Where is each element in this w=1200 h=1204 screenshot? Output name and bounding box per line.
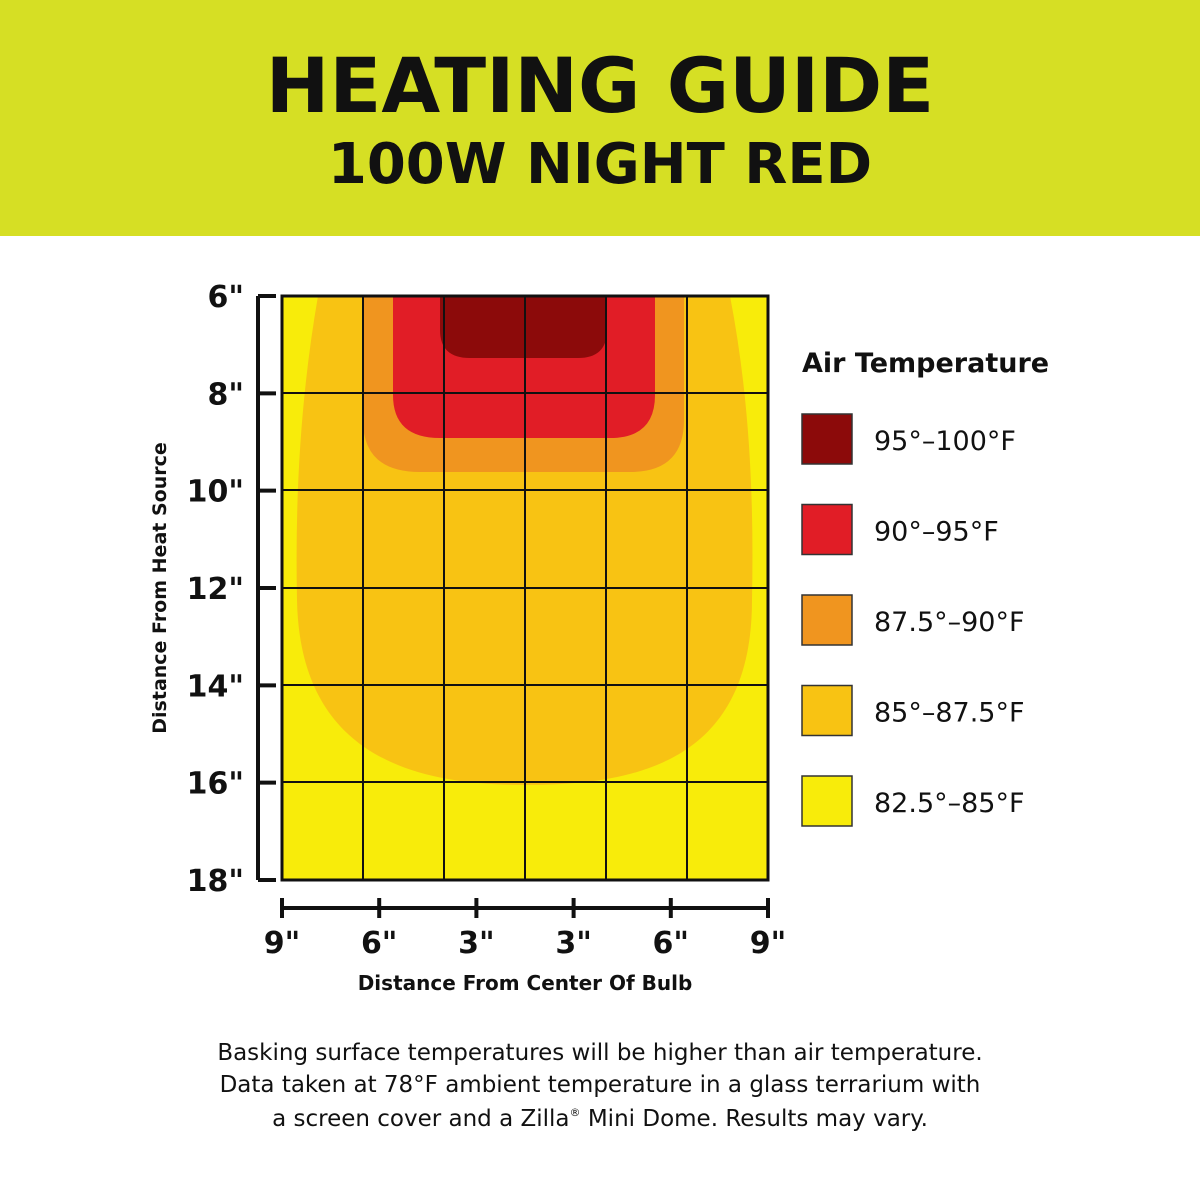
registered-mark: ® [570, 1106, 581, 1119]
y-tick-label: 6" [207, 280, 244, 315]
x-tick-label: 3" [458, 926, 495, 961]
y-tick-label: 10" [187, 475, 244, 510]
title: HEATING GUIDE [266, 41, 934, 130]
legend-swatch [801, 503, 853, 556]
footnote-text: Mini Dome. Results may vary. [581, 1106, 928, 1132]
x-tick-label: 9" [264, 926, 301, 961]
x-tick-label: 3" [555, 926, 592, 961]
legend-swatch [801, 684, 853, 737]
x-ticks: 9" 6" 3" 3" 6" 9" [264, 898, 787, 961]
footnote-text: a screen cover and a Zilla [272, 1106, 569, 1132]
y-axis-label: Distance From Heat Source [149, 442, 171, 733]
heat-map [280, 294, 770, 882]
grid [282, 296, 768, 880]
legend-label: 82.5°–85°F [874, 788, 1025, 819]
x-tick-label: 6" [653, 926, 690, 961]
x-axis-label: Distance From Center Of Bulb [358, 971, 693, 995]
legend-swatch [801, 775, 853, 827]
y-tick-label: 18" [187, 864, 244, 899]
legend: 95°–100°F 90°–95°F 87.5°–90°F 85°–87.5°F 82.… [801, 413, 1025, 827]
y-tick-label: 14" [187, 669, 244, 704]
legend-label: 95°–100°F [874, 426, 1016, 457]
legend-label: 85°–87.5°F [874, 698, 1025, 729]
y-tick-label: 8" [207, 377, 244, 412]
y-ticks: 6" 8" 10" 12" 14" 16" 18" [187, 280, 276, 899]
zone-95-100 [440, 296, 607, 358]
header-band [0, 0, 1200, 236]
x-tick-label: 9" [750, 926, 787, 961]
legend-swatch [801, 594, 853, 646]
footnote-line: Basking surface temperatures will be hig… [217, 1040, 982, 1066]
footnote-line: a screen cover and a Zilla® Mini Dome. R… [272, 1106, 928, 1132]
legend-title: Air Temperature [802, 348, 1049, 379]
legend-label: 87.5°–90°F [874, 607, 1025, 638]
x-tick-label: 6" [361, 926, 398, 961]
legend-swatch [801, 413, 853, 465]
y-tick-label: 12" [187, 572, 244, 607]
footnote: Basking surface temperatures will be hig… [217, 1040, 982, 1132]
legend-label: 90°–95°F [874, 517, 999, 548]
subtitle: 100W NIGHT RED [328, 132, 872, 197]
y-tick-label: 16" [187, 767, 244, 802]
grid-border [280, 294, 770, 882]
footnote-line: Data taken at 78°F ambient temperature i… [220, 1072, 981, 1098]
